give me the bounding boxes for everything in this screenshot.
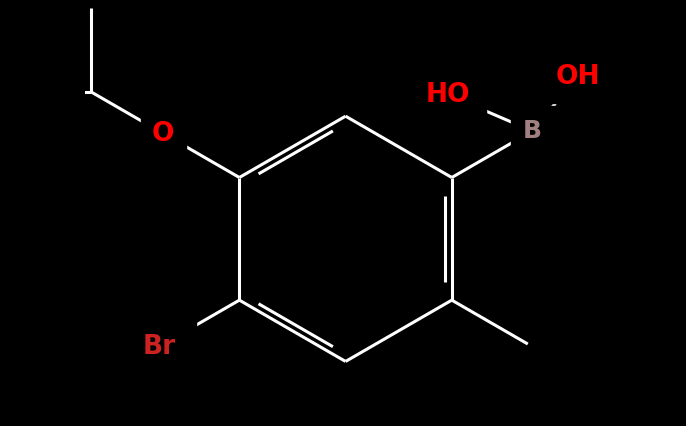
Text: HO: HO (426, 82, 471, 108)
Text: B: B (523, 119, 542, 143)
Bar (411, 69, 486, 121)
Bar (121, 321, 196, 373)
Bar (141, 108, 186, 160)
Text: Br: Br (142, 334, 176, 360)
Bar (510, 106, 554, 156)
Text: O: O (152, 121, 175, 147)
Bar (541, 51, 615, 103)
Text: OH: OH (555, 64, 600, 90)
